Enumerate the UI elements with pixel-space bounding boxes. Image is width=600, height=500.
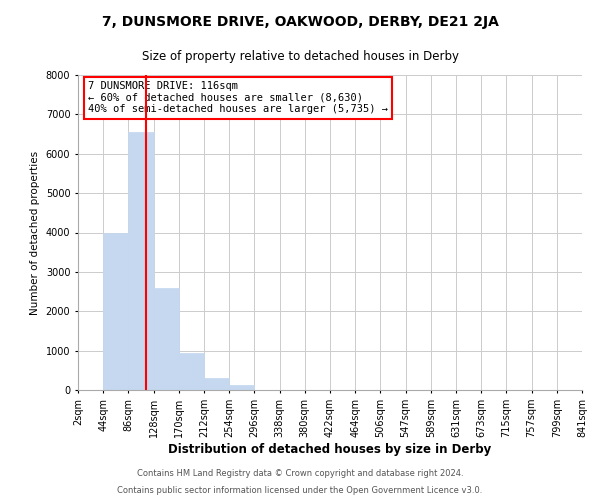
X-axis label: Distribution of detached houses by size in Derby: Distribution of detached houses by size …	[169, 442, 491, 456]
Bar	[204, 378, 229, 390]
Text: 7, DUNSMORE DRIVE, OAKWOOD, DERBY, DE21 2JA: 7, DUNSMORE DRIVE, OAKWOOD, DERBY, DE21 …	[101, 15, 499, 29]
Text: Contains HM Land Registry data © Crown copyright and database right 2024.: Contains HM Land Registry data © Crown c…	[137, 468, 463, 477]
Bar	[154, 288, 179, 390]
Bar	[103, 232, 128, 390]
Text: 7 DUNSMORE DRIVE: 116sqm
← 60% of detached houses are smaller (8,630)
40% of sem: 7 DUNSMORE DRIVE: 116sqm ← 60% of detach…	[88, 82, 388, 114]
Bar	[179, 352, 204, 390]
Bar	[229, 386, 254, 390]
Text: Size of property relative to detached houses in Derby: Size of property relative to detached ho…	[142, 50, 458, 63]
Bar	[128, 132, 154, 390]
Y-axis label: Number of detached properties: Number of detached properties	[30, 150, 40, 314]
Text: Contains public sector information licensed under the Open Government Licence v3: Contains public sector information licen…	[118, 486, 482, 495]
